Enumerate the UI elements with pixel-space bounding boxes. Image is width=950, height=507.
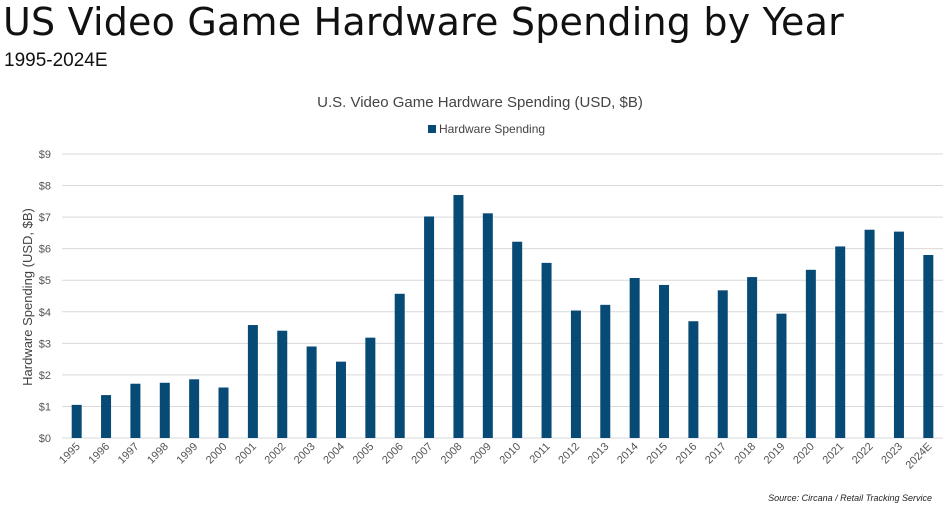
x-tick-label: 2010: [498, 441, 524, 467]
legend-swatch: [428, 125, 436, 133]
x-tick-label: 2001: [233, 441, 259, 467]
source-note: Source: Circana / Retail Tracking Servic…: [768, 493, 932, 503]
x-tick-label: 1999: [174, 441, 200, 467]
bar-2020: [805, 269, 816, 438]
x-tick-label: 1997: [116, 441, 142, 467]
x-tick-label: 2002: [263, 441, 289, 467]
bar-2006: [394, 293, 405, 438]
x-tick-label: 2015: [644, 441, 670, 467]
x-tick-label: 2014: [615, 441, 641, 467]
bar-2018: [747, 277, 758, 438]
bar-2015: [659, 284, 670, 438]
x-tick-label: 2003: [292, 441, 318, 467]
bar-2007: [424, 216, 435, 438]
x-tick-label: 2000: [204, 441, 230, 467]
legend: Hardware Spending: [428, 122, 545, 136]
bar-2005: [365, 337, 376, 438]
y-tick-label: $2: [39, 370, 51, 382]
y-tick-label: $1: [39, 401, 51, 413]
bar-2002: [277, 330, 288, 438]
bar-2001: [247, 325, 258, 438]
y-tick-label: $5: [39, 275, 51, 287]
x-tick-label: 2006: [380, 441, 406, 467]
chart-title: U.S. Video Game Hardware Spending (USD, …: [317, 94, 643, 111]
y-tick-label: $3: [39, 338, 51, 350]
y-tick-label: $0: [39, 433, 51, 445]
x-tick-label: 2007: [409, 441, 435, 467]
y-tick-label: $4: [39, 307, 51, 319]
bar-1996: [101, 395, 112, 438]
x-tick-label: 2017: [703, 441, 729, 467]
x-tick-label: 2020: [791, 441, 817, 467]
x-tick-label: 2022: [850, 441, 876, 467]
bar-2011: [541, 262, 552, 438]
bar-2014: [629, 278, 640, 438]
bar-2022: [864, 229, 875, 438]
bar-1999: [189, 379, 200, 438]
bar-2008: [453, 195, 464, 438]
x-tick-label: 2021: [821, 441, 847, 467]
bar-2024E: [923, 254, 934, 438]
x-tick-label: 2024E: [903, 441, 934, 472]
bar-1997: [130, 383, 141, 438]
x-tick-label: 2004: [321, 441, 347, 467]
x-tick-label: 2016: [674, 441, 700, 467]
bar-2010: [512, 241, 523, 438]
bar-2012: [570, 310, 581, 438]
x-axis-ticks: 1995 1996 1997 1998 1999 2000 2001 2002 2003 2004…: [57, 441, 934, 472]
y-tick-label: $9: [39, 149, 51, 161]
bar-2019: [776, 313, 787, 438]
x-tick-label: 2023: [879, 441, 905, 467]
x-tick-label: 1998: [145, 441, 171, 467]
x-tick-label: 2018: [732, 441, 758, 467]
bars: [71, 195, 934, 438]
gridlines: [62, 153, 943, 439]
bar-1995: [71, 404, 82, 438]
bar-2004: [335, 361, 346, 438]
bar-2003: [306, 346, 317, 438]
x-tick-label: 2019: [762, 441, 788, 467]
bar-1998: [159, 382, 170, 438]
x-tick-label: 2011: [527, 441, 552, 466]
legend-label: Hardware Spending: [439, 122, 545, 136]
y-axis-label: Hardware Spending (USD, $B): [20, 208, 35, 386]
x-tick-label: 2013: [586, 441, 612, 467]
y-tick-label: $6: [39, 244, 51, 256]
x-tick-label: 2012: [556, 441, 582, 467]
bar-2009: [482, 213, 493, 438]
bar-2023: [893, 231, 904, 438]
y-tick-label: $8: [39, 181, 51, 193]
bar-2000: [218, 387, 229, 438]
y-tick-label: $7: [39, 212, 51, 224]
bar-2021: [835, 246, 846, 438]
page-title: US Video Game Hardware Spending by Year: [3, 0, 844, 44]
x-tick-label: 2005: [351, 441, 377, 467]
x-tick-label: 2009: [468, 441, 494, 467]
bar-2017: [717, 290, 728, 438]
x-tick-label: 2008: [439, 441, 465, 467]
y-axis-ticks: $0 $1 $2 $3 $4 $5 $6 $7 $8 $9: [39, 149, 51, 445]
page-subtitle: 1995-2024E: [4, 50, 108, 71]
x-tick-label: 1996: [86, 441, 112, 467]
x-tick-label: 1995: [57, 441, 83, 467]
bar-2016: [688, 321, 699, 438]
bar-2013: [600, 304, 611, 438]
